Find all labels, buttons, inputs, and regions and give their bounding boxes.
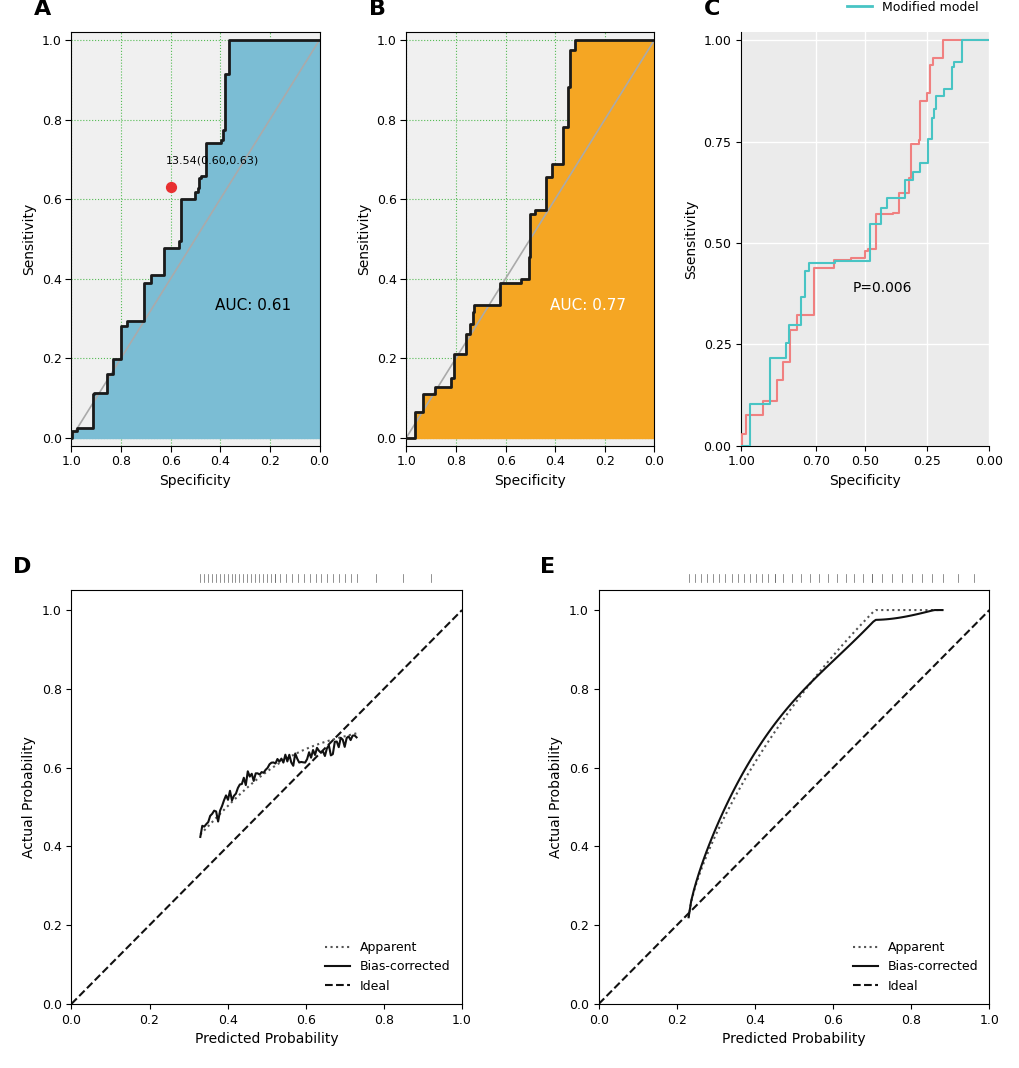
Text: A: A bbox=[35, 0, 51, 19]
X-axis label: Specificity: Specificity bbox=[494, 474, 566, 488]
Y-axis label: Actual Probability: Actual Probability bbox=[22, 736, 36, 858]
Y-axis label: Sensitivity: Sensitivity bbox=[22, 203, 36, 274]
Y-axis label: Sensitivity: Sensitivity bbox=[357, 203, 371, 274]
Text: P=0.006: P=0.006 bbox=[852, 281, 912, 295]
Text: C: C bbox=[703, 0, 719, 19]
Text: E: E bbox=[540, 557, 554, 578]
Text: B: B bbox=[369, 0, 386, 19]
X-axis label: Predicted Probability: Predicted Probability bbox=[195, 1032, 338, 1047]
Text: AUC: 0.61: AUC: 0.61 bbox=[215, 298, 291, 313]
Point bbox=[162, 178, 178, 195]
Text: 13.54(0.60,0.63): 13.54(0.60,0.63) bbox=[165, 155, 259, 166]
Legend: Simple model, Modified model: Simple model, Modified model bbox=[841, 0, 982, 18]
Y-axis label: Actual Probability: Actual Probability bbox=[549, 736, 562, 858]
X-axis label: Specificity: Specificity bbox=[828, 474, 901, 488]
Text: D: D bbox=[13, 557, 32, 578]
Y-axis label: Ssensitivity: Ssensitivity bbox=[684, 199, 697, 279]
Legend: Apparent, Bias-corrected, Ideal: Apparent, Bias-corrected, Ideal bbox=[320, 937, 455, 998]
Legend: Apparent, Bias-corrected, Ideal: Apparent, Bias-corrected, Ideal bbox=[847, 937, 982, 998]
X-axis label: Predicted Probability: Predicted Probability bbox=[721, 1032, 865, 1047]
X-axis label: Specificity: Specificity bbox=[159, 474, 231, 488]
Text: AUC: 0.77: AUC: 0.77 bbox=[549, 298, 626, 313]
